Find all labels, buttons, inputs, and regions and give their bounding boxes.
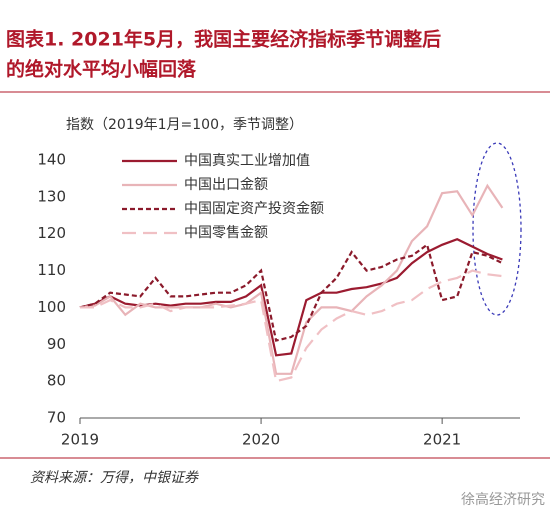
- legend-label: 中国固定资产投资金额: [184, 201, 324, 217]
- y-axis-label: 指数（2019年1月=100，季节调整）: [66, 117, 303, 133]
- highlight-ellipse: [472, 142, 522, 316]
- legend-label: 中国零售金额: [184, 225, 268, 241]
- x-tick-label: 2019: [61, 431, 99, 449]
- chart-title: 图表1. 2021年5月，我国主要经济指标季节调整后: [6, 28, 441, 51]
- source-note: 资料来源：万得，中银证券: [30, 470, 199, 486]
- x-tick-label: 2020: [242, 431, 280, 449]
- legend-label: 中国出口金额: [184, 177, 268, 193]
- y-tick-label: 70: [47, 409, 66, 427]
- legend-label: 中国真实工业增加值: [184, 153, 310, 169]
- y-tick-label: 130: [37, 187, 66, 205]
- chart-title: 的绝对水平均小幅回落: [6, 58, 197, 81]
- y-tick-label: 120: [37, 224, 66, 242]
- y-tick-label: 90: [47, 335, 66, 353]
- y-tick-label: 110: [37, 261, 66, 279]
- series-line: [79, 242, 503, 342]
- series-line: [80, 269, 503, 383]
- x-tick-label: 2021: [423, 431, 461, 449]
- y-tick-label: 100: [37, 298, 66, 316]
- series-line: [79, 183, 504, 375]
- watermark: 徐高经济研究: [461, 491, 545, 508]
- y-tick-label: 140: [37, 151, 66, 169]
- y-tick-label: 80: [47, 372, 66, 390]
